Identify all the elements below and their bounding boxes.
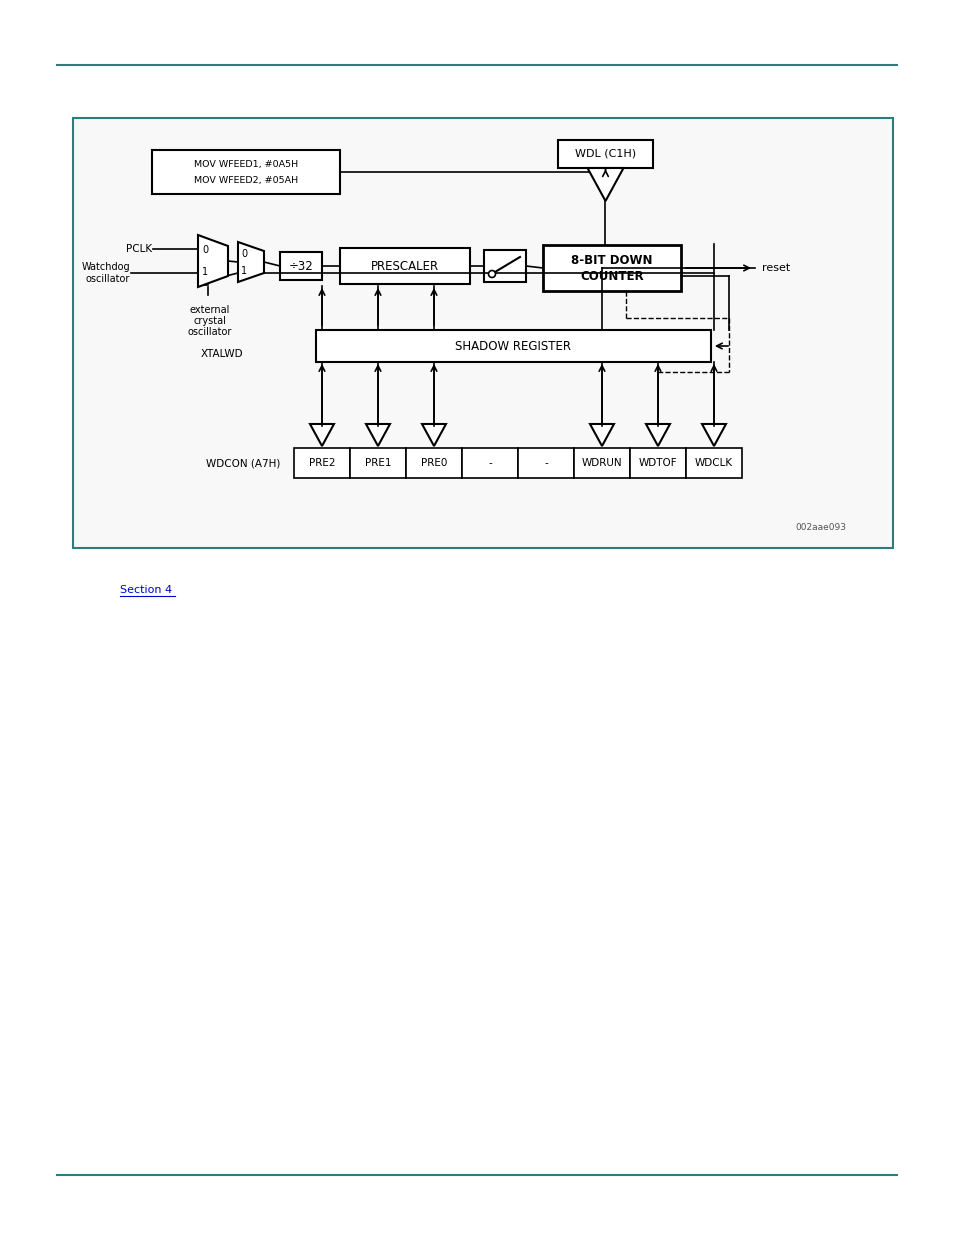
Text: PCLK: PCLK: [126, 245, 152, 254]
Text: 0: 0: [241, 249, 247, 259]
Bar: [542, 245, 680, 291]
Text: WDTOF: WDTOF: [638, 458, 677, 468]
Text: oscillator: oscillator: [188, 327, 232, 337]
Text: -: -: [488, 458, 492, 468]
Text: reset: reset: [761, 263, 789, 273]
Text: WDL (C1H): WDL (C1H): [575, 149, 636, 159]
Bar: [339, 248, 470, 284]
Polygon shape: [198, 235, 228, 287]
Text: ÷32: ÷32: [289, 259, 313, 273]
Text: oscillator: oscillator: [86, 274, 130, 284]
Bar: [629, 448, 685, 478]
Text: SHADOW REGISTER: SHADOW REGISTER: [455, 340, 571, 352]
Text: COUNTER: COUNTER: [579, 269, 643, 283]
Polygon shape: [587, 168, 623, 201]
Bar: [73, 119, 892, 548]
Text: PRE0: PRE0: [420, 458, 447, 468]
Text: external: external: [190, 305, 230, 315]
Text: WDRUN: WDRUN: [581, 458, 621, 468]
Text: 8-BIT DOWN: 8-BIT DOWN: [571, 254, 652, 268]
Text: MOV WFEED2, #05AH: MOV WFEED2, #05AH: [193, 175, 297, 184]
Bar: [461, 448, 517, 478]
Text: WDCON (A7H): WDCON (A7H): [206, 458, 280, 468]
Text: -: -: [543, 458, 547, 468]
Text: 0: 0: [202, 245, 208, 254]
Bar: [685, 448, 741, 478]
Text: XTALWD: XTALWD: [200, 350, 243, 359]
Polygon shape: [589, 424, 614, 446]
Text: 1: 1: [202, 267, 208, 277]
Text: Section 4: Section 4: [120, 585, 172, 595]
Bar: [152, 149, 339, 194]
Polygon shape: [701, 424, 725, 446]
Text: MOV WFEED1, #0A5H: MOV WFEED1, #0A5H: [193, 159, 297, 168]
Polygon shape: [421, 424, 446, 446]
Bar: [517, 448, 574, 478]
Bar: [280, 252, 322, 280]
Text: PRE1: PRE1: [364, 458, 391, 468]
Bar: [483, 249, 525, 282]
Text: crystal: crystal: [193, 316, 226, 326]
Text: PRE2: PRE2: [309, 458, 335, 468]
Text: 002aae093: 002aae093: [794, 524, 845, 532]
Polygon shape: [310, 424, 334, 446]
Polygon shape: [645, 424, 669, 446]
Text: PRESCALER: PRESCALER: [371, 259, 438, 273]
Polygon shape: [237, 242, 264, 282]
Text: 1: 1: [241, 266, 247, 275]
Bar: [558, 140, 652, 168]
Bar: [350, 448, 406, 478]
Bar: [315, 330, 710, 362]
Text: WDCLK: WDCLK: [694, 458, 732, 468]
Bar: [406, 448, 461, 478]
Bar: [294, 448, 350, 478]
Text: Watchdog: Watchdog: [81, 262, 130, 272]
Polygon shape: [366, 424, 390, 446]
Bar: [574, 448, 629, 478]
Circle shape: [488, 270, 495, 278]
